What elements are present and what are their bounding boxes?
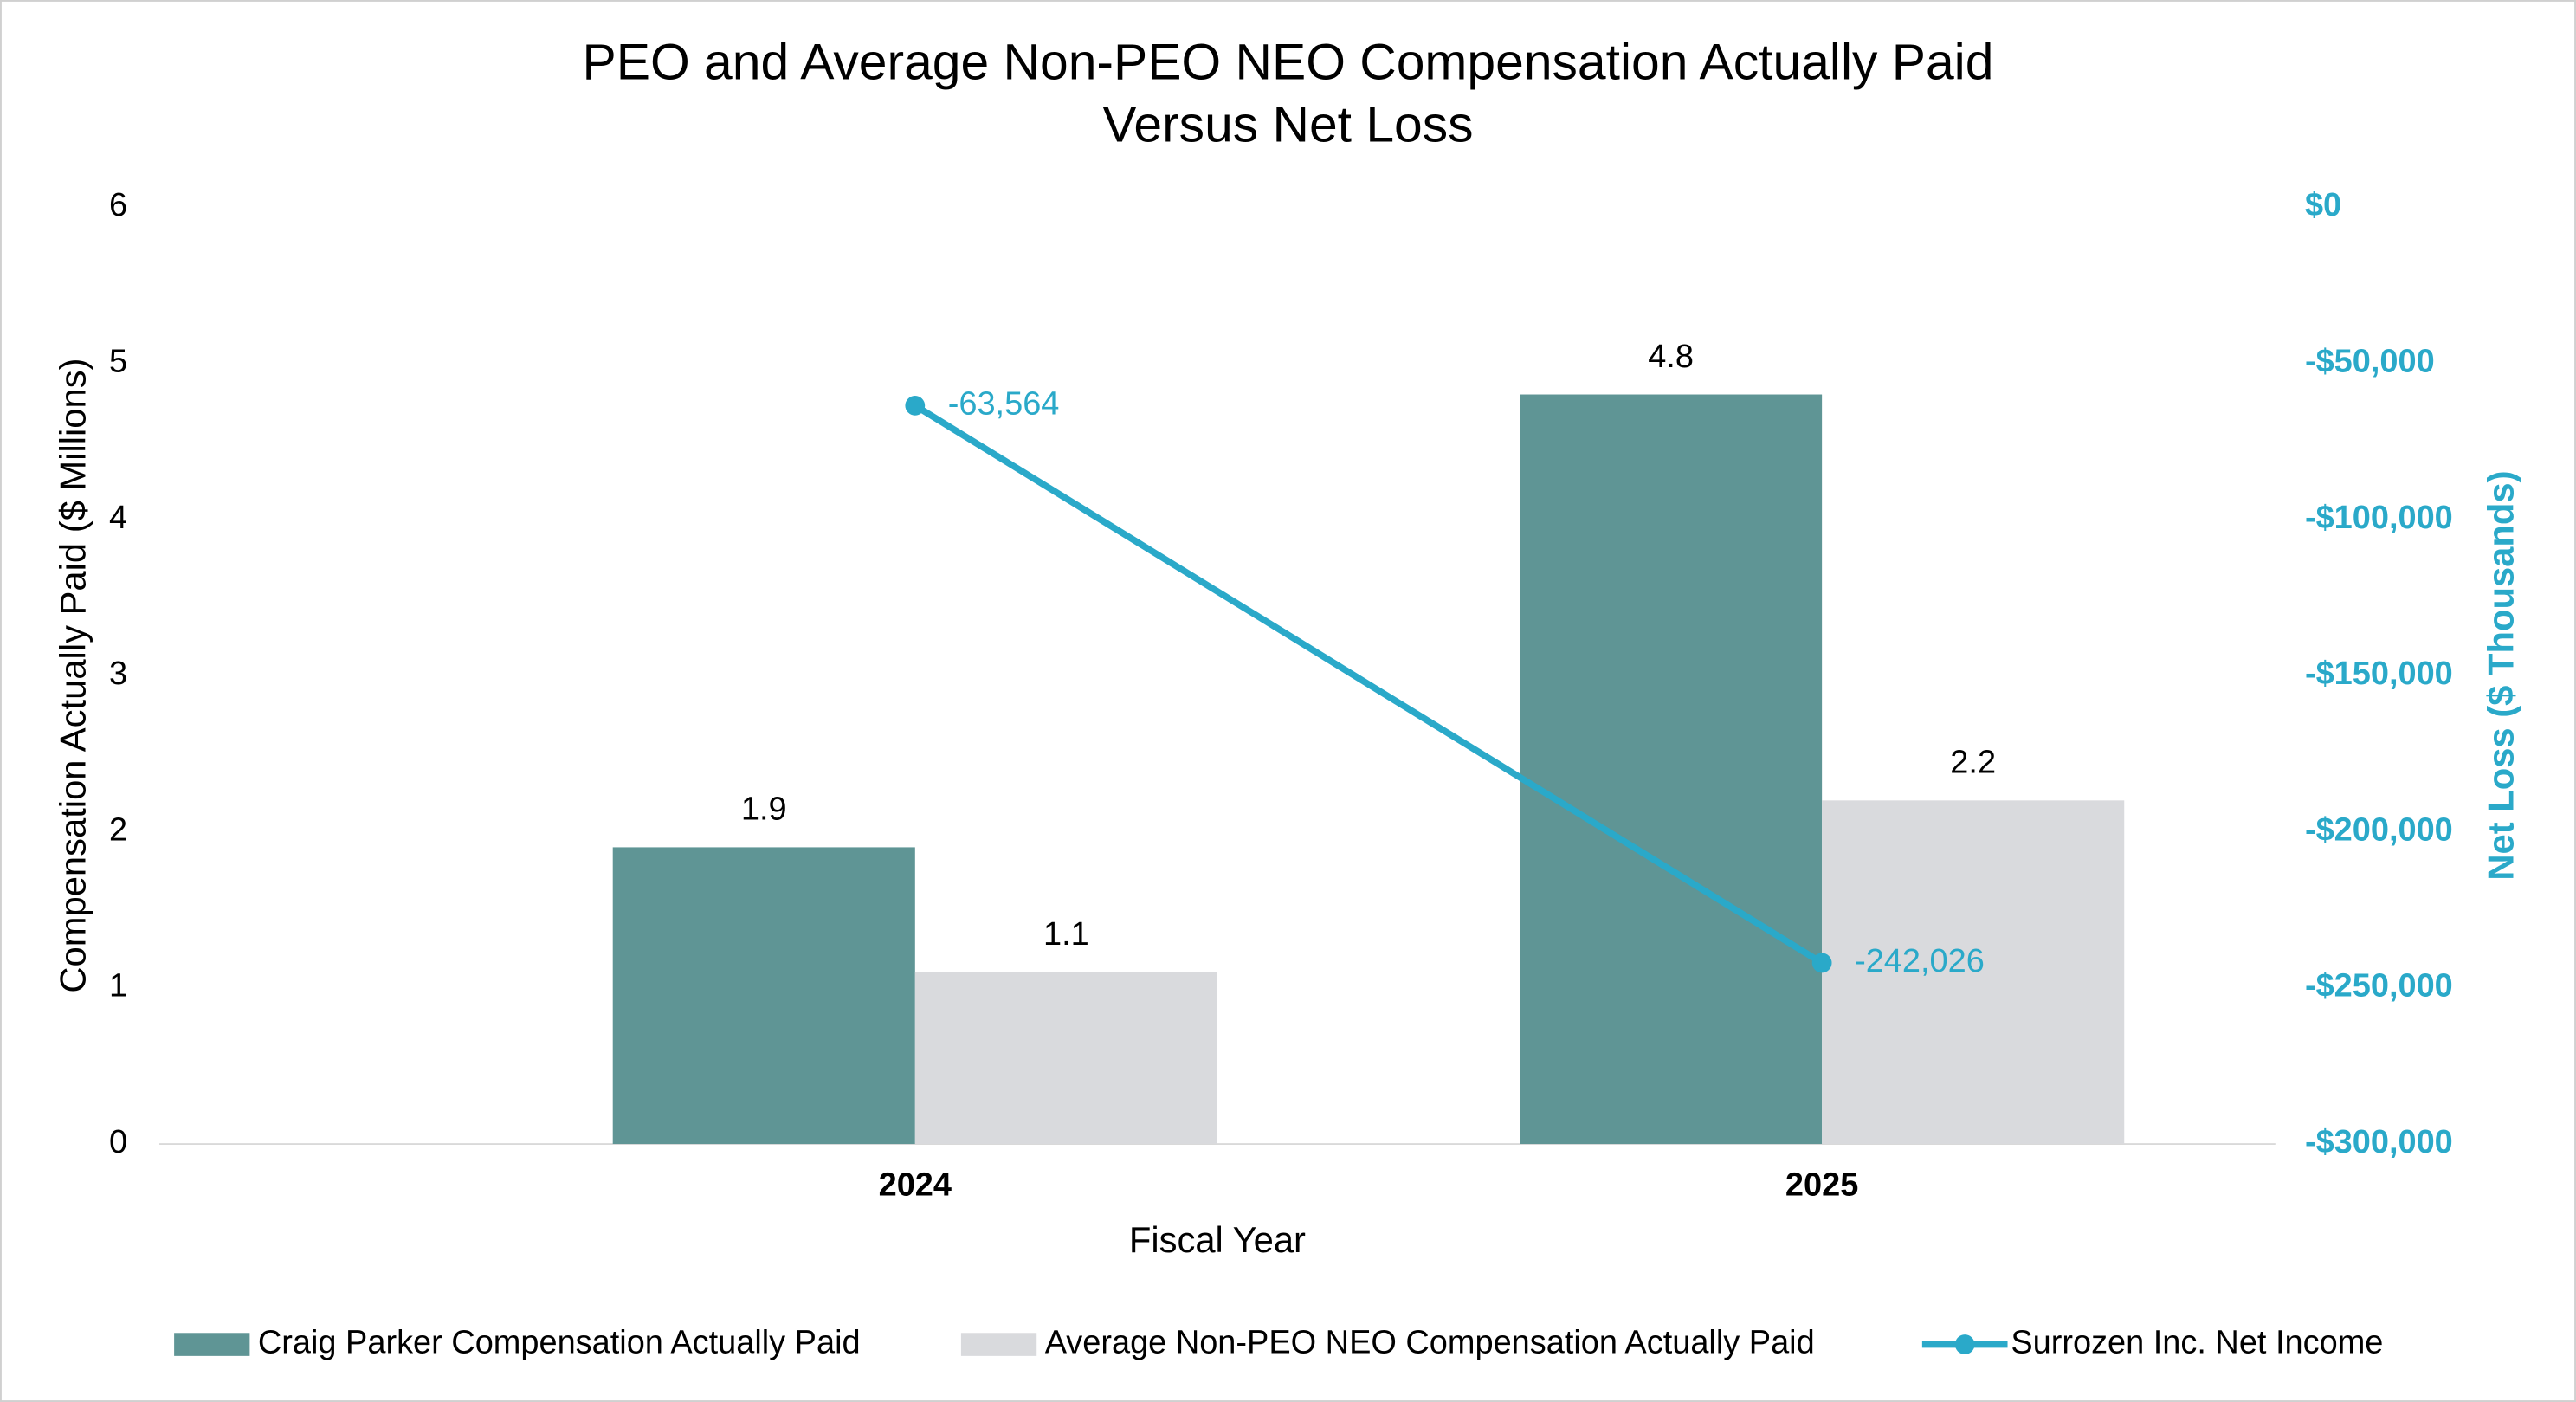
y2-tick-label: -$150,000	[2305, 656, 2453, 692]
legend-swatch-marker	[1954, 1334, 1975, 1354]
y2-tick-label: $0	[2305, 187, 2341, 223]
x-axis-label: Fiscal Year	[1129, 1219, 1306, 1260]
legend-swatch	[174, 1333, 250, 1356]
line-point	[905, 395, 926, 416]
y2-axis-label: Net Loss ($ Thousands)	[2481, 471, 2521, 881]
bar	[1520, 394, 1823, 1145]
bar-value-label: 2.2	[1950, 745, 1996, 781]
y2-tick-label: -$250,000	[2305, 968, 2453, 1005]
bar	[612, 847, 915, 1145]
y-tick-label: 4	[109, 500, 127, 536]
y2-tick-label: -$300,000	[2305, 1124, 2453, 1160]
y-axis-label: Compensation Actually Paid ($ Millions)	[52, 359, 93, 993]
y-tick-label: 5	[109, 343, 127, 379]
chart-subtitle: Versus Net Loss	[1102, 97, 1473, 153]
bar	[914, 972, 1217, 1145]
bar	[1822, 800, 2125, 1145]
x-tick-label: 2024	[879, 1166, 952, 1203]
y-tick-label: 6	[109, 187, 127, 223]
legend-swatch	[960, 1333, 1037, 1356]
x-tick-label: 2025	[1785, 1166, 1858, 1203]
y2-tick-label: -$200,000	[2305, 811, 2453, 848]
y2-tick-label: -$100,000	[2305, 500, 2453, 536]
legend-label: Surrozen Inc. Net Income	[2011, 1325, 2383, 1361]
legend-label: Average Non-PEO NEO Compensation Actuall…	[1045, 1325, 1815, 1361]
y-tick-label: 1	[109, 968, 127, 1005]
bar-value-label: 1.9	[741, 791, 787, 828]
line-value-label: -63,564	[948, 385, 1060, 422]
bar-value-label: 4.8	[1648, 339, 1694, 375]
y-tick-label: 3	[109, 656, 127, 692]
bar-value-label: 1.1	[1043, 916, 1089, 953]
y-tick-label: 0	[109, 1124, 127, 1160]
line-point	[1811, 953, 1832, 973]
legend-label: Craig Parker Compensation Actually Paid	[258, 1325, 861, 1361]
y2-tick-label: -$50,000	[2305, 343, 2435, 379]
line-value-label: -242,026	[1855, 943, 1985, 979]
chart-title: PEO and Average Non-PEO NEO Compensation…	[583, 34, 1994, 90]
line	[913, 403, 1824, 966]
y-tick-label: 2	[109, 811, 127, 848]
